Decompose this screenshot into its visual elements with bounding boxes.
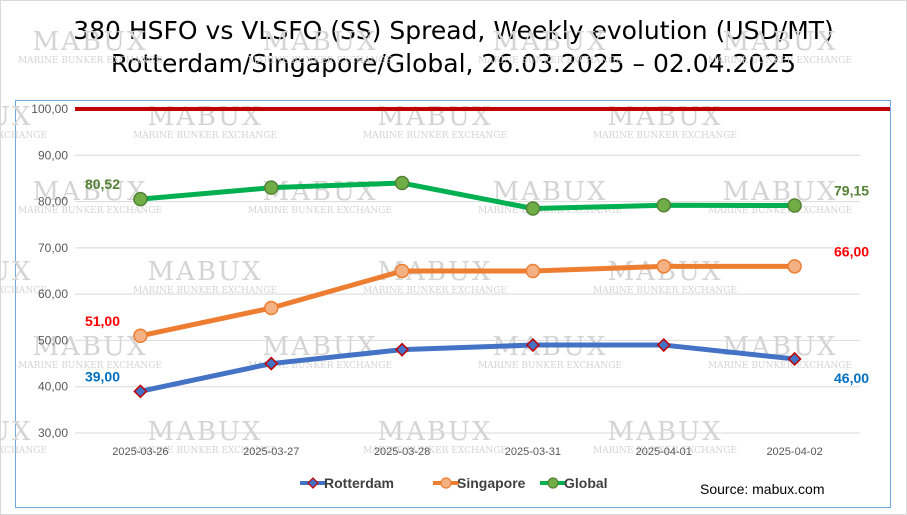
- data-point-rotterdam: [656, 337, 671, 353]
- y-tick-label: 40,00: [38, 380, 68, 394]
- x-tick-label: 2025-04-02: [766, 446, 822, 458]
- watermark-tagline: MARINE BUNKER EXCHANGE: [363, 131, 507, 141]
- watermark-tagline: MARINE BUNKER EXCHANGE: [363, 286, 507, 296]
- data-point-rotterdam: [264, 356, 279, 371]
- data-point-rotterdam: [787, 351, 802, 367]
- data-point-singapore: [264, 300, 279, 316]
- data-point-global: [264, 180, 279, 195]
- watermark-brand: MABUX: [493, 27, 608, 57]
- data-label-global-start: 80,52: [85, 176, 120, 192]
- watermark-tagline: MARINE BUNKER EXCHANGE: [363, 446, 507, 456]
- y-tick-label: 100,00: [31, 102, 68, 116]
- watermark-tagline: MARINE BUNKER EXCHANGE: [593, 131, 737, 141]
- watermark-tagline: MARINE BUNKER EXCHANGE: [0, 131, 47, 141]
- watermark-tagline: MARINE BUNKER EXCHANGE: [0, 446, 47, 456]
- x-tick-label: 2025-03-28: [374, 446, 430, 458]
- x-tick-label: 2025-04-01: [636, 446, 692, 458]
- chart-title: 380 HSFO vs VLSFO (SS) Spread, Weekly ev…: [0, 14, 907, 80]
- watermark-tagline: MARINE BUNKER EXCHANGE: [593, 446, 737, 456]
- data-point-global: [525, 201, 541, 216]
- watermark-brand: MABUX: [0, 257, 32, 287]
- data-point-singapore: [525, 263, 541, 279]
- x-tick-label: 2025-03-26: [112, 446, 168, 458]
- watermark-brand: MABUX: [0, 417, 32, 447]
- watermark-brand: MABUX: [378, 102, 493, 132]
- y-tick-label: 50,00: [38, 333, 68, 347]
- watermark-brand: MABUX: [263, 27, 378, 57]
- y-tick-label: 60,00: [38, 287, 68, 301]
- watermark-tagline: MARINE BUNKER EXCHANGE: [18, 361, 162, 371]
- legend-label-global: Global: [564, 475, 608, 491]
- y-tick-label: 30,00: [38, 426, 68, 440]
- watermark-brand: MABUX: [148, 102, 263, 132]
- watermark-tagline: MARINE BUNKER EXCHANGE: [133, 286, 277, 296]
- data-label-rotterdam-end: 46,00: [834, 370, 869, 386]
- watermark-brand: MABUX: [33, 332, 148, 362]
- data-point-global: [133, 191, 148, 207]
- legend-marker-rotterdam: [307, 477, 319, 489]
- series-line-rotterdam: [137, 342, 798, 394]
- watermark-tagline: MARINE BUNKER EXCHANGE: [708, 206, 852, 216]
- legend-label-singapore: Singapore: [457, 475, 526, 491]
- data-label-singapore-end: 66,00: [834, 243, 869, 259]
- watermark-tagline: MARINE BUNKER EXCHANGE: [248, 56, 392, 66]
- watermark-brand: MABUX: [723, 27, 838, 57]
- plot-area-border: [15, 100, 891, 508]
- watermark-brand: MABUX: [608, 417, 723, 447]
- chart-title-line1: 380 HSFO vs VLSFO (SS) Spread, Weekly ev…: [73, 16, 834, 45]
- data-point-rotterdam: [395, 342, 410, 357]
- data-point-rotterdam: [133, 384, 148, 399]
- watermark-tagline: MARINE BUNKER EXCHANGE: [248, 361, 392, 371]
- watermark-brand: MABUX: [608, 102, 723, 132]
- data-point-singapore: [133, 328, 148, 344]
- watermark-tagline: MARINE BUNKER EXCHANGE: [478, 56, 622, 66]
- data-point-global: [656, 198, 671, 213]
- series-line-singapore: [137, 263, 798, 339]
- legend-label-rotterdam: Rotterdam: [324, 475, 394, 491]
- data-point-global: [787, 198, 802, 213]
- legend-marker-global: [547, 477, 559, 489]
- y-tick-label: 90,00: [38, 148, 68, 162]
- watermark-tagline: MARINE BUNKER EXCHANGE: [18, 56, 162, 66]
- watermark-brand: MABUX: [148, 257, 263, 287]
- watermark-tagline: MARINE BUNKER EXCHANGE: [0, 286, 47, 296]
- chart-title-line2: Rotterdam/Singapore/Global, 26.03.2025 –…: [110, 49, 797, 78]
- data-label-rotterdam-start: 39,00: [85, 368, 120, 384]
- watermark-tagline: MARINE BUNKER EXCHANGE: [18, 206, 162, 216]
- watermark-tagline: MARINE BUNKER EXCHANGE: [478, 206, 622, 216]
- x-tick-label: 2025-03-31: [505, 446, 561, 458]
- data-label-global-end: 79,15: [834, 183, 869, 199]
- data-point-global: [394, 175, 410, 191]
- watermark-tagline: MARINE BUNKER EXCHANGE: [593, 286, 737, 296]
- watermark-tagline: MARINE BUNKER EXCHANGE: [478, 361, 622, 371]
- data-point-singapore: [394, 263, 410, 279]
- source-credit: Source: mabux.com: [700, 481, 825, 497]
- data-point-rotterdam: [525, 337, 540, 353]
- watermark-brand: MABUX: [33, 27, 148, 57]
- watermark-tagline: MARINE BUNKER EXCHANGE: [133, 131, 277, 141]
- watermark-brand: MABUX: [263, 177, 378, 207]
- data-point-singapore: [656, 259, 671, 274]
- watermark-tagline: MARINE BUNKER EXCHANGE: [248, 206, 392, 216]
- watermark-brand: MABUX: [378, 417, 493, 447]
- y-tick-label: 70,00: [38, 241, 68, 255]
- data-label-singapore-start: 51,00: [85, 313, 120, 329]
- watermark-tagline: MARINE BUNKER EXCHANGE: [708, 361, 852, 371]
- x-tick-label: 2025-03-27: [243, 446, 299, 458]
- legend-marker-singapore: [440, 477, 452, 489]
- data-point-singapore: [787, 259, 802, 274]
- series-line-global: [137, 180, 798, 212]
- watermark-tagline: MARINE BUNKER EXCHANGE: [708, 56, 852, 66]
- y-tick-label: 80,00: [38, 195, 68, 209]
- watermark-tagline: MARINE BUNKER EXCHANGE: [133, 446, 277, 456]
- watermark-brand: MABUX: [723, 177, 838, 207]
- watermark-brand: MABUX: [0, 102, 32, 132]
- watermark-brand: MABUX: [148, 417, 263, 447]
